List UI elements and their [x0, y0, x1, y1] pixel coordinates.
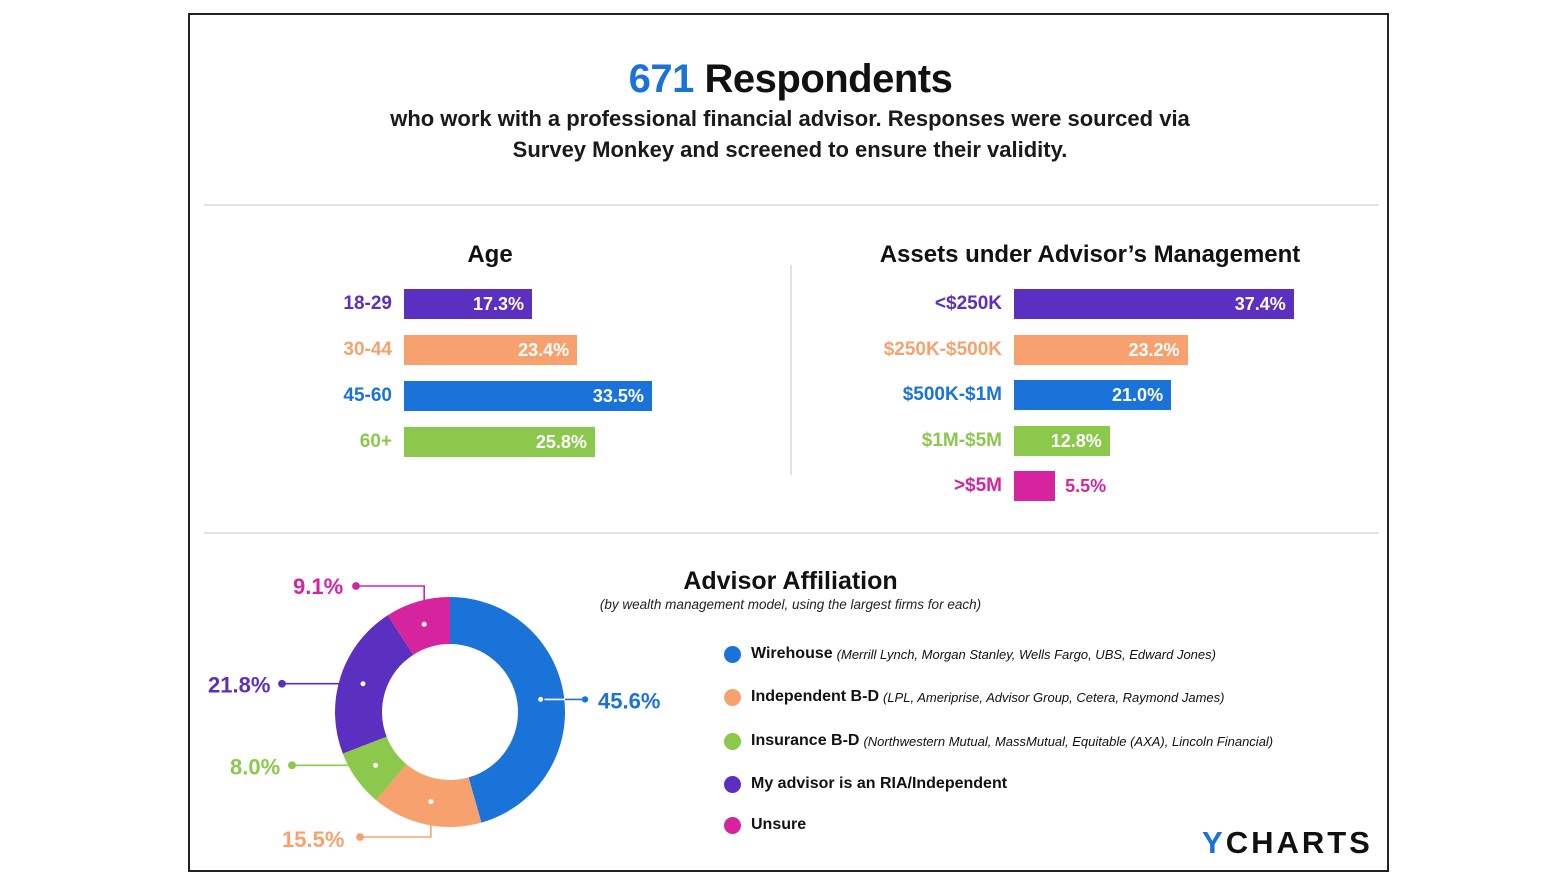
age-chart-value-45-60: 33.5%: [592, 386, 644, 406]
subtitle-line-1: who work with a professional financial a…: [390, 106, 1190, 131]
affiliation-chart-title: Advisor Affiliation: [683, 567, 898, 595]
donut-value-insurance-b-d: 8.0%: [230, 754, 280, 779]
legend-note-independent-b-d: (LPL, Ameriprise, Advisor Group, Cetera,…: [883, 689, 1225, 705]
age-chart-value-30-44: 23.4%: [518, 340, 570, 360]
divider-vertical: [790, 265, 792, 475]
donut-slice-unsure: [387, 596, 450, 655]
age-chart-bar-60: [404, 427, 595, 457]
donut-callout-dot-unsure-0: [420, 620, 429, 629]
assets-chart-label-5m: >$5M: [953, 475, 1002, 496]
ycharts-logo: YCHARTS: [1202, 825, 1373, 861]
donut-callout-dot-insurance-b-d-0: [371, 761, 380, 770]
donut-value-my-advisor-is-an-ria-independent: 21.8%: [208, 673, 270, 698]
assets-chart-bar-500k-1m: [1014, 380, 1172, 410]
assets-chart-bar-5m: [1014, 471, 1056, 501]
affiliation-donut-chart: 45.6% 15.5% 8.0% 21.8% 9.1%: [208, 574, 660, 852]
legend-name-independent-b-d: Independent B-D: [751, 688, 879, 705]
age-chart-label-60: 60+: [359, 431, 392, 452]
legend-dot-insurance-b-d: [724, 732, 741, 750]
assets-chart-label-500k-1m: $500K-$1M: [902, 384, 1002, 405]
donut-callout-dot-wirehouse-1: [581, 696, 589, 703]
subtitle: who work with a professional financial a…: [340, 103, 1240, 165]
donut-callout-line-unsure: [356, 585, 425, 625]
legend-name-unsure: Unsure: [751, 816, 807, 833]
legend-item-independent-b-d: Independent B-D (LPL, Ameriprise, Advisor…: [724, 685, 1225, 709]
donut-slice-independent-b-d: [376, 764, 482, 827]
legend-name-my-advisor-is-an-ria-independent: My advisor is an RIA/Independent: [751, 775, 1008, 792]
legend-note-insurance-b-d: (Northwestern Mutual, MassMutual, Equita…: [863, 733, 1274, 749]
divider-top: [204, 204, 1379, 206]
assets-chart-value-250k: 37.4%: [1234, 294, 1286, 314]
assets-chart-bar-1m-5m: [1014, 425, 1110, 456]
legend-item-insurance-b-d: Insurance B-D (Northwestern Mutual, MassM…: [724, 729, 1273, 753]
donut-callout-dot-my-advisor-is-an-ria-independent-1: [278, 679, 286, 688]
donut-callout-dot-independent-b-d-1: [356, 833, 364, 841]
donut-value-independent-b-d: 15.5%: [282, 827, 344, 852]
legend-dot-wirehouse: [724, 645, 741, 663]
donut-callout-dot-unsure-1: [352, 582, 360, 590]
age-chart-bar-30-44: [404, 335, 578, 365]
divider-middle: [204, 532, 1379, 534]
assets-chart-bar-250k-500k: [1014, 334, 1188, 365]
donut-value-unsure: 9.1%: [293, 574, 343, 599]
affiliation-chart-subtitle: (by wealth management model, using the l…: [599, 597, 982, 612]
legend-item-my-advisor-is-an-ria-independent: My advisor is an RIA/Independent: [724, 772, 1007, 796]
donut-slice-my-advisor-is-an-ria-independent: [335, 615, 414, 754]
donut-slice-wirehouse: [450, 597, 565, 823]
donut-callout-dot-wirehouse-0: [536, 695, 545, 704]
legend-item-wirehouse: Wirehouse (Merrill Lynch, Morgan Stanley,…: [724, 642, 1216, 666]
age-chart-value-60: 25.8%: [535, 432, 587, 452]
logo-text: CHARTS: [1225, 825, 1373, 860]
assets-chart-value-5m: 5.5%: [1065, 476, 1107, 496]
legend-name-insurance-b-d: Insurance B-D: [751, 732, 860, 749]
legend-dot-independent-b-d: [724, 688, 741, 706]
legend-note-wirehouse: (Merrill Lynch, Morgan Stanley, Wells Fa…: [836, 646, 1216, 662]
respondent-count: 671: [628, 57, 695, 101]
donut-callout-dot-insurance-b-d-1: [288, 761, 296, 770]
logo-y: Y: [1202, 825, 1226, 860]
donut-value-wirehouse: 45.6%: [598, 688, 660, 713]
donut-callout-dot-independent-b-d-0: [426, 797, 435, 806]
assets-chart-title: Assets under Advisor’s Management: [879, 241, 1301, 268]
legend-item-unsure: Unsure: [724, 813, 806, 837]
infographic-frame: 671 Respondents who work with a professi…: [188, 13, 1389, 872]
donut-callout-dot-my-advisor-is-an-ria-independent-0: [359, 679, 367, 688]
legend-dot-unsure: [724, 816, 741, 834]
age-chart-bar-45-60: [404, 381, 652, 411]
assets-chart-label-250k-500k: $250K-$500K: [883, 338, 1002, 360]
age-chart-label-45-60: 45-60: [343, 385, 392, 406]
age-chart-label-18-29: 18-29: [343, 293, 392, 314]
assets-chart-value-1m-5m: 12.8%: [1050, 430, 1102, 451]
assets-chart-bar-250k: [1014, 289, 1294, 319]
headline-text: Respondents: [704, 57, 953, 101]
age-chart-bar-18-29: [404, 289, 533, 319]
headline: 671 Respondents: [190, 57, 1391, 102]
assets-chart-label-250k: <$250K: [934, 293, 1002, 314]
assets-chart-value-250k-500k: 23.2%: [1128, 339, 1180, 360]
assets-chart-label-1m-5m: $1M-$5M: [921, 429, 1002, 451]
assets-chart-value-500k-1m: 21.0%: [1112, 385, 1164, 405]
legend-name-wirehouse: Wirehouse: [751, 645, 833, 662]
age-chart-value-18-29: 17.3%: [472, 294, 525, 314]
age-chart-label-30-44: 30-44: [343, 339, 392, 360]
age-chart-title: Age: [467, 241, 513, 268]
legend-dot-my-advisor-is-an-ria-independent: [724, 775, 741, 793]
donut-callout-line-independent-b-d: [360, 801, 432, 838]
subtitle-line-2: Survey Monkey and screened to ensure the…: [512, 137, 1068, 162]
